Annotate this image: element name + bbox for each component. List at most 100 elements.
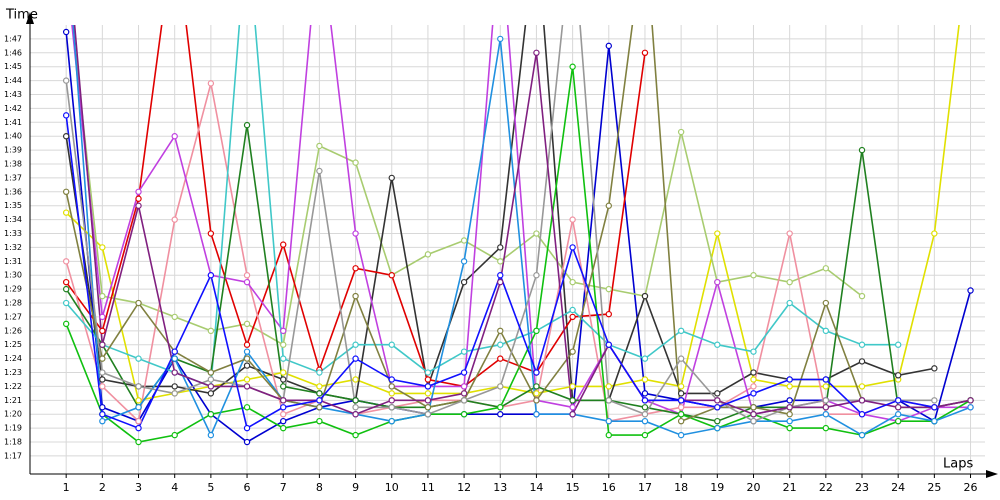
data-point	[62, 77, 70, 84]
data-point	[605, 202, 612, 209]
data-point	[243, 383, 251, 390]
data-point	[460, 383, 468, 390]
data-point	[62, 285, 70, 293]
data-point	[280, 369, 287, 376]
data-point	[280, 376, 287, 383]
data-point	[894, 417, 902, 425]
data-point	[99, 244, 106, 251]
data-point	[424, 411, 432, 418]
series-line	[65, 31, 972, 443]
data-point	[786, 299, 793, 307]
data-point	[171, 216, 178, 223]
data-point	[967, 287, 974, 294]
data-point	[822, 383, 830, 390]
y-tick-label: 1:32	[4, 243, 22, 252]
x-tick-label: 19	[710, 481, 724, 494]
data-point	[569, 306, 576, 314]
data-point	[352, 397, 359, 404]
x-tick-label: 4	[171, 481, 178, 494]
data-point	[99, 369, 106, 376]
data-point	[822, 397, 830, 404]
x-tick-label: 15	[566, 481, 580, 494]
data-point	[569, 244, 576, 251]
data-point	[352, 404, 359, 411]
y-tick-label: 1:37	[4, 173, 22, 182]
data-point	[207, 272, 215, 279]
data-point	[352, 355, 359, 362]
data-point	[280, 397, 287, 404]
data-point	[243, 272, 251, 279]
data-point	[99, 376, 106, 383]
data-point	[533, 411, 540, 418]
data-point	[931, 365, 938, 372]
data-point	[641, 397, 649, 404]
data-point	[99, 355, 106, 362]
y-tick-label: 1:26	[4, 326, 22, 335]
data-point	[243, 348, 251, 355]
data-point	[424, 251, 432, 258]
x-tick-label: 24	[891, 481, 905, 494]
data-point	[316, 404, 323, 411]
data-point	[62, 209, 70, 216]
data-point	[533, 397, 540, 404]
data-point	[677, 390, 685, 397]
y-tick-label: 1:30	[4, 271, 22, 280]
y-tick-label: 1:28	[4, 299, 22, 308]
data-point	[822, 376, 830, 383]
data-point	[714, 278, 721, 286]
data-point	[786, 376, 793, 383]
plot-area	[62, 25, 974, 446]
x-tick-label: 25	[927, 481, 941, 494]
data-point	[750, 417, 757, 425]
data-point	[750, 390, 757, 397]
data-point	[786, 230, 793, 237]
data-point	[388, 376, 395, 383]
data-point	[280, 341, 287, 348]
data-point	[388, 404, 395, 411]
data-point	[533, 369, 540, 376]
data-point	[171, 133, 178, 140]
data-point	[316, 417, 323, 425]
data-point	[677, 397, 685, 404]
x-axis-arrow	[986, 470, 998, 478]
data-point	[280, 327, 287, 335]
data-point	[352, 341, 359, 348]
data-point	[605, 397, 612, 404]
data-point	[171, 313, 178, 321]
data-point	[822, 299, 830, 307]
y-tick-label: 1:18	[4, 438, 22, 447]
data-point	[424, 397, 432, 404]
data-point	[569, 397, 576, 404]
data-point	[135, 417, 142, 425]
x-tick-label: 22	[819, 481, 833, 494]
data-point	[786, 383, 793, 390]
data-point	[352, 431, 359, 439]
data-point	[135, 202, 142, 209]
data-point	[316, 142, 323, 150]
x-tick-label: 1	[63, 481, 70, 494]
data-point	[569, 383, 576, 390]
data-point	[497, 383, 504, 390]
data-point	[99, 341, 106, 348]
data-point	[533, 327, 540, 335]
x-tick-label: 9	[352, 481, 359, 494]
x-tick-label: 7	[280, 481, 287, 494]
data-point	[388, 272, 395, 279]
y-tick-label: 1:24	[4, 354, 22, 363]
x-tick-label: 23	[855, 481, 869, 494]
data-point	[786, 278, 793, 286]
data-point	[605, 431, 612, 439]
x-tick-label: 5	[207, 481, 214, 494]
data-point	[280, 404, 287, 411]
data-point	[207, 431, 215, 439]
data-point	[62, 278, 70, 286]
data-point	[388, 383, 395, 390]
data-point	[750, 348, 757, 355]
data-point	[931, 397, 938, 404]
data-point	[858, 358, 866, 365]
data-point	[388, 390, 395, 397]
data-point	[135, 195, 142, 202]
data-point	[533, 49, 540, 57]
data-point	[316, 383, 323, 390]
data-point	[62, 188, 70, 196]
